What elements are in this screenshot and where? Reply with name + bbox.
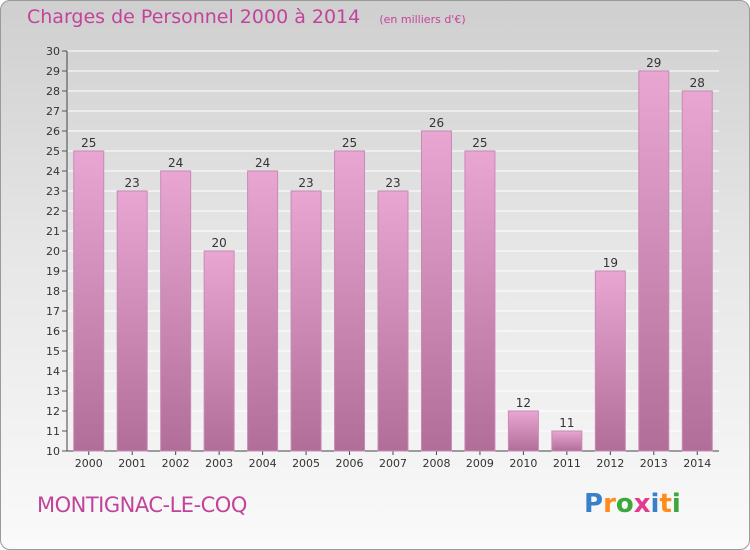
logo-letter: i: [650, 489, 660, 519]
x-tick-label: 2006: [336, 457, 364, 470]
y-tick-label: 14: [46, 365, 60, 378]
x-tick-label: 2000: [75, 457, 103, 470]
bar-2011: [551, 430, 583, 452]
bar-2012: [594, 270, 626, 452]
y-tick-label: 13: [46, 385, 60, 398]
chart-subtitle: (en milliers d'€): [379, 13, 466, 26]
y-tick-label: 27: [46, 105, 60, 118]
y-tick-label: 30: [46, 45, 60, 58]
bar-2007: [377, 190, 409, 452]
y-tick-label: 10: [46, 445, 60, 458]
axes: 10 11 12 13 14 15 16 17 18 19 20 21 22 23 24 25 26 27 28 29…: [46, 45, 719, 470]
y-tick-label: 29: [46, 65, 60, 78]
data-label: 20: [211, 236, 226, 250]
chart-title: Charges de Personnel 2000 à 2014: [27, 6, 361, 28]
logo-letter: t: [659, 489, 672, 519]
data-label: 24: [255, 156, 270, 170]
data-label: 29: [646, 56, 661, 70]
logo-letter: o: [615, 489, 634, 519]
x-tick-label: 2007: [379, 457, 407, 470]
y-tick-label: 18: [46, 285, 60, 298]
bar-2005: [290, 190, 322, 452]
y-tick-label: 28: [46, 85, 60, 98]
x-tick-label: 2002: [162, 457, 190, 470]
data-label: 25: [342, 136, 357, 150]
data-label: 25: [472, 136, 487, 150]
y-tick-label: 16: [46, 325, 60, 338]
bar-2001: [116, 190, 148, 452]
bar-2004: [247, 170, 279, 452]
data-label: 11: [559, 416, 574, 430]
bar-2003: [203, 250, 235, 452]
bar-2009: [464, 150, 496, 452]
y-tick-label: 22: [46, 205, 60, 218]
bar-2010: [507, 410, 539, 452]
x-tick-label: 2013: [640, 457, 668, 470]
y-tick-label: 21: [46, 225, 60, 238]
y-tick-label: 12: [46, 405, 60, 418]
logo-letter: x: [633, 489, 651, 519]
logo-letter: r: [603, 489, 616, 519]
x-tick-label: 2005: [292, 457, 320, 470]
x-tick-label: 2008: [422, 457, 450, 470]
y-tick-label: 20: [46, 245, 60, 258]
y-tick-label: 25: [46, 145, 60, 158]
y-tick-label: 23: [46, 185, 60, 198]
y-tick-label: 24: [46, 165, 60, 178]
x-tick-label: 2011: [553, 457, 581, 470]
title-block: Charges de Personnel 2000 à 2014 (en mil…: [27, 6, 466, 28]
x-tick-label: 2010: [509, 457, 537, 470]
data-labels: 25 23 24 20 24 23 25 23 26 25 12 11 19 29 28: [81, 56, 705, 430]
data-label: 23: [385, 176, 400, 190]
y-tick-label: 15: [46, 345, 60, 358]
bar-2006: [334, 150, 366, 452]
bar-2002: [160, 170, 192, 452]
data-label: 12: [516, 396, 531, 410]
x-tick-label: 2003: [205, 457, 233, 470]
logo-letter: P: [584, 489, 604, 519]
x-tick-label: 2001: [118, 457, 146, 470]
y-tick-label: 11: [46, 425, 60, 438]
data-label: 25: [81, 136, 96, 150]
y-tick-label: 17: [46, 305, 60, 318]
commune-name: MONTIGNAC-LE-COQ: [37, 493, 247, 517]
y-tick-label: 19: [46, 265, 60, 278]
data-label: 23: [298, 176, 313, 190]
y-tick-label: 26: [46, 125, 60, 138]
bar-2000: [73, 150, 105, 452]
data-label: 19: [603, 256, 618, 270]
data-label: 26: [429, 116, 444, 130]
data-label: 23: [125, 176, 140, 190]
bars: [73, 70, 713, 452]
x-tick-label: 2009: [466, 457, 494, 470]
data-label: 24: [168, 156, 183, 170]
bar-2014: [681, 90, 713, 452]
data-label: 28: [690, 76, 705, 90]
bar-2008: [420, 130, 452, 452]
x-tick-label: 2012: [596, 457, 624, 470]
x-tick-label: 2004: [249, 457, 277, 470]
proxiti-logo[interactable]: Proxiti: [584, 489, 681, 519]
bar-2013: [638, 70, 670, 452]
x-tick-label: 2014: [683, 457, 711, 470]
logo-letter: i: [671, 489, 681, 519]
